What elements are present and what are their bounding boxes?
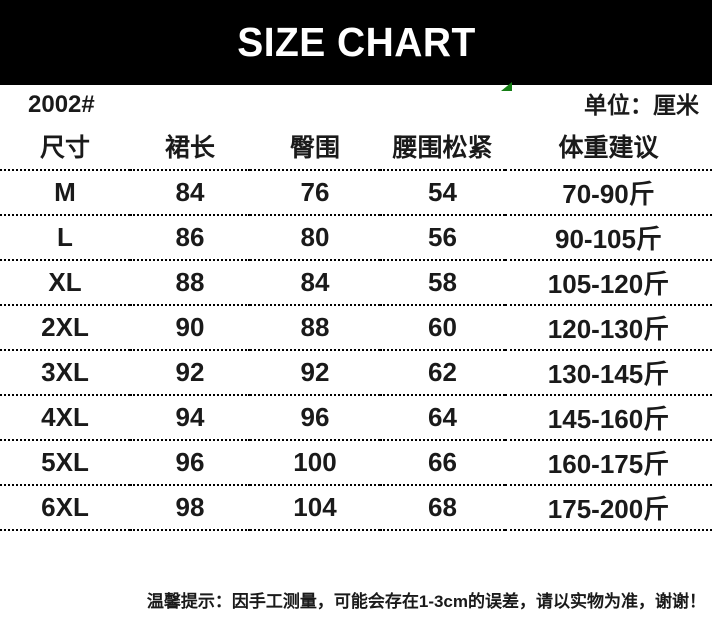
cell-waist-stretch: 54 <box>380 170 505 216</box>
cell-waist-stretch: 66 <box>380 440 505 486</box>
cell-hip: 100 <box>250 440 380 486</box>
cell-skirt-length: 88 <box>130 260 250 306</box>
table-row: M 84 76 54 70-90斤 <box>0 170 712 216</box>
cell-weight-suggestion: 160-175斤 <box>505 440 712 486</box>
measurement-disclaimer: 温馨提示：因手工测量，可能会存在1-3cm的误差，请以实物为准，谢谢！ <box>146 592 706 611</box>
cell-size: XL <box>0 260 130 306</box>
cell-size: 5XL <box>0 440 130 486</box>
meta-row: 2002# 单位：厘米 <box>0 90 712 120</box>
cell-skirt-length: 90 <box>130 305 250 351</box>
cell-size: M <box>0 170 130 216</box>
cell-weight-suggestion: 175-200斤 <box>505 485 712 531</box>
cell-weight-suggestion: 120-130斤 <box>505 305 712 351</box>
cell-size: 3XL <box>0 350 130 396</box>
cell-hip: 92 <box>250 350 380 396</box>
model-number: 2002# <box>28 91 95 118</box>
cell-hip: 88 <box>250 305 380 351</box>
cell-size: L <box>0 215 130 261</box>
column-header-size: 尺寸 <box>0 122 130 171</box>
cell-hip: 80 <box>250 215 380 261</box>
page-title: SIZE CHART <box>236 19 476 65</box>
cell-weight-suggestion: 145-160斤 <box>505 395 712 441</box>
cell-weight-suggestion: 130-145斤 <box>505 350 712 396</box>
cell-skirt-length: 96 <box>130 440 250 486</box>
cell-hip: 84 <box>250 260 380 306</box>
column-header-hip: 臀围 <box>250 122 380 171</box>
cell-size: 4XL <box>0 395 130 441</box>
table-row: 4XL 94 96 64 145-160斤 <box>0 395 712 441</box>
cell-size: 2XL <box>0 305 130 351</box>
title-banner: SIZE CHART <box>0 0 712 85</box>
cell-waist-stretch: 62 <box>380 350 505 396</box>
cell-waist-stretch: 58 <box>380 260 505 306</box>
unit-label: 单位：厘米 <box>584 92 699 118</box>
cell-skirt-length: 92 <box>130 350 250 396</box>
column-header-skirt-length: 裙长 <box>130 122 250 171</box>
cell-waist-stretch: 56 <box>380 215 505 261</box>
cell-skirt-length: 84 <box>130 170 250 216</box>
size-table: 尺寸 裙长 臀围 腰围松紧 体重建议 M 84 76 54 70-90斤 L 8… <box>0 122 712 531</box>
table-row: 3XL 92 92 62 130-145斤 <box>0 350 712 396</box>
column-header-weight-suggestion: 体重建议 <box>505 122 712 171</box>
table-row: L 86 80 56 90-105斤 <box>0 215 712 261</box>
table-row: 5XL 96 100 66 160-175斤 <box>0 440 712 486</box>
table-row: XL 88 84 58 105-120斤 <box>0 260 712 306</box>
cell-size: 6XL <box>0 485 130 531</box>
green-triangle-icon <box>501 82 512 91</box>
cell-waist-stretch: 68 <box>380 485 505 531</box>
cell-skirt-length: 98 <box>130 485 250 531</box>
cell-skirt-length: 94 <box>130 395 250 441</box>
cell-skirt-length: 86 <box>130 215 250 261</box>
cell-weight-suggestion: 90-105斤 <box>505 215 712 261</box>
cell-weight-suggestion: 105-120斤 <box>505 260 712 306</box>
cell-weight-suggestion: 70-90斤 <box>505 170 712 216</box>
table-header-row: 尺寸 裙长 臀围 腰围松紧 体重建议 <box>0 122 712 171</box>
table-row: 6XL 98 104 68 175-200斤 <box>0 485 712 531</box>
cell-waist-stretch: 60 <box>380 305 505 351</box>
cell-hip: 104 <box>250 485 380 531</box>
cell-hip: 96 <box>250 395 380 441</box>
column-header-waist-stretch: 腰围松紧 <box>380 122 505 171</box>
table-row: 2XL 90 88 60 120-130斤 <box>0 305 712 351</box>
cell-hip: 76 <box>250 170 380 216</box>
cell-waist-stretch: 64 <box>380 395 505 441</box>
